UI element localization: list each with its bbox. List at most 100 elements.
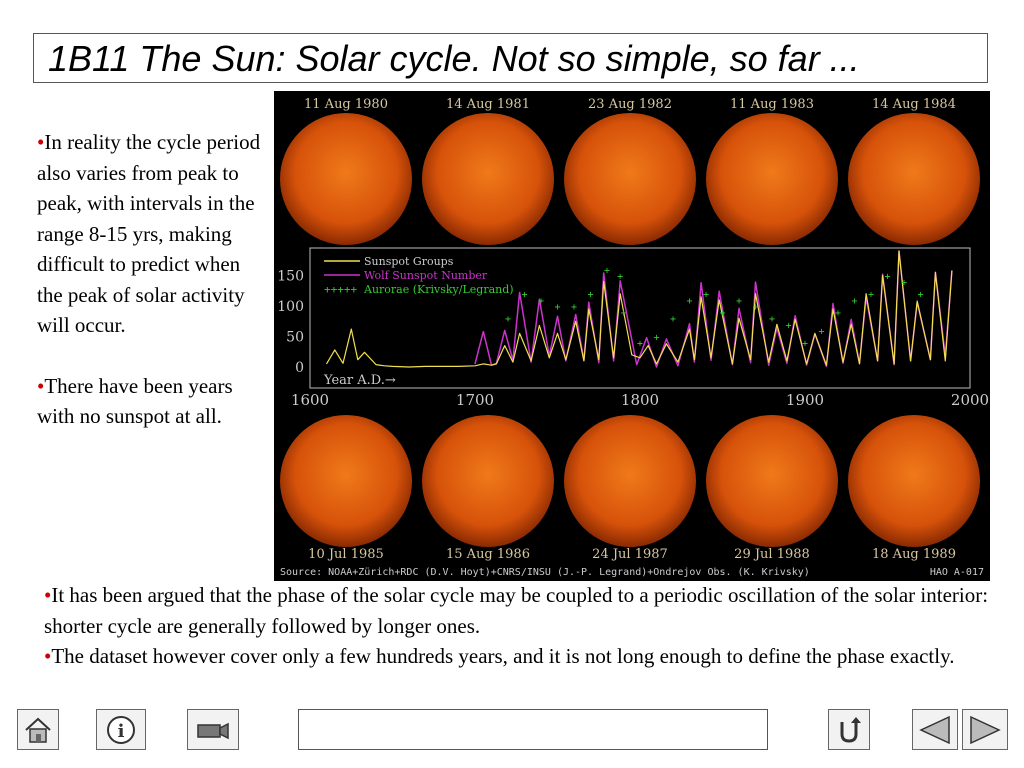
aurorae-point: + bbox=[868, 290, 874, 301]
legend-wolf: Wolf Sunspot Number bbox=[364, 269, 488, 282]
legend-aurorae: Aurorae (Krivsky/Legrand) bbox=[363, 283, 514, 296]
slide-title: 1B11 The Sun: Solar cycle. Not so simple… bbox=[48, 38, 860, 79]
figure-canvas: 11 Aug 1980 14 Aug 1981 23 Aug 1982 11 Aug … bbox=[277, 97, 989, 578]
aurorae-point: + bbox=[917, 290, 923, 301]
solar-disk bbox=[280, 415, 412, 547]
solar-disk bbox=[280, 113, 412, 245]
aurorae-point: + bbox=[521, 290, 527, 301]
triangle-right-icon bbox=[970, 715, 1001, 744]
return-button[interactable] bbox=[828, 709, 870, 750]
aurorae-point: + bbox=[785, 320, 791, 331]
bullet-item: •The dataset however cover only a few hu… bbox=[44, 641, 1004, 672]
aurorae-point: + bbox=[835, 308, 841, 319]
bullet-marker: • bbox=[37, 130, 45, 154]
figure-code: HAO A-017 bbox=[930, 567, 984, 578]
solar-disk-date: 24 Jul 1987 bbox=[592, 547, 668, 562]
solar-disk bbox=[848, 113, 980, 245]
aurorae-point: + bbox=[884, 271, 890, 282]
triangle-left-icon bbox=[919, 715, 950, 744]
y-tick-label: 0 bbox=[295, 360, 304, 376]
bullet-text: The dataset however cover only a few hun… bbox=[51, 644, 955, 668]
bullet-marker: • bbox=[44, 644, 52, 668]
aurorae-point: + bbox=[604, 265, 610, 276]
info-icon: i bbox=[107, 715, 135, 744]
solar-disk-date: 14 Aug 1981 bbox=[446, 97, 530, 112]
aurorae-point: + bbox=[670, 314, 676, 325]
aurorae-point: + bbox=[802, 339, 808, 350]
solar-cycle-figure: 11 Aug 1980 14 Aug 1981 23 Aug 1982 11 Aug … bbox=[274, 91, 990, 581]
x-tick-label: 1600 bbox=[291, 391, 329, 409]
x-tick-label: 1800 bbox=[621, 391, 659, 409]
y-tick-label: 150 bbox=[277, 268, 304, 284]
y-tick-label: 100 bbox=[277, 299, 304, 315]
bullet-marker: • bbox=[44, 583, 52, 607]
bullet-item: •It has been argued that the phase of th… bbox=[44, 580, 1004, 641]
chart-series: ++++ +++++++++++++++++++++++ bbox=[325, 250, 953, 368]
bottom-bullet-list: •It has been argued that the phase of th… bbox=[44, 580, 1004, 672]
solar-disk-date: 29 Jul 1988 bbox=[734, 547, 810, 562]
solar-disk bbox=[848, 415, 980, 547]
aurorae-point: + bbox=[851, 296, 857, 307]
sunspot-groups-line bbox=[325, 250, 953, 368]
aurorae-point: + bbox=[752, 302, 758, 313]
aurorae-point: + bbox=[637, 339, 643, 350]
bullet-item: •In reality the cycle period also varies… bbox=[37, 127, 267, 341]
solar-disk bbox=[422, 113, 554, 245]
aurorae-point: + bbox=[653, 332, 659, 343]
aurorae-point: + bbox=[505, 314, 511, 325]
aurorae-point: + bbox=[554, 302, 560, 313]
bullet-text: In reality the cycle period also varies … bbox=[37, 130, 261, 337]
next-slide-button[interactable] bbox=[962, 709, 1008, 750]
home-button[interactable] bbox=[17, 709, 59, 750]
solar-disk-date: 23 Aug 1982 bbox=[588, 97, 672, 112]
aurorae-point: + bbox=[703, 290, 709, 301]
x-axis-label: Year A.D.→ bbox=[323, 373, 396, 388]
bullet-text: There have been years with no sunspot at… bbox=[37, 373, 233, 429]
left-bullet-list: •In reality the cycle period also varies… bbox=[37, 127, 267, 432]
solar-disk bbox=[706, 113, 838, 245]
solar-disk-date: 18 Aug 1989 bbox=[872, 547, 956, 562]
aurorae-point: + bbox=[901, 278, 907, 289]
solar-disk-date: 11 Aug 1980 bbox=[304, 97, 388, 112]
camera-button[interactable] bbox=[187, 709, 239, 750]
aurorae-point: + bbox=[736, 296, 742, 307]
solar-disk-date: 10 Jul 1985 bbox=[308, 547, 384, 562]
legend-groups: Sunspot Groups bbox=[364, 255, 454, 268]
aurorae-point: + bbox=[769, 314, 775, 325]
solar-disk-date: 14 Aug 1984 bbox=[872, 97, 956, 112]
bullet-marker: • bbox=[37, 373, 45, 398]
x-tick-label: 1700 bbox=[456, 391, 494, 409]
legend-swatch-aurorae: +++++ bbox=[324, 283, 357, 296]
solar-disk-row-top: 11 Aug 1980 14 Aug 1981 23 Aug 1982 11 Aug … bbox=[280, 97, 980, 245]
svg-text:i: i bbox=[118, 721, 125, 742]
solar-disk-row-bottom: 10 Jul 1985 15 Aug 1986 24 Jul 1987 29 Jul … bbox=[280, 415, 980, 562]
return-icon bbox=[840, 716, 861, 743]
slide-navigation-field[interactable] bbox=[298, 709, 768, 750]
chart-frame bbox=[309, 247, 971, 389]
solar-disk bbox=[706, 415, 838, 547]
aurorae-point: + bbox=[538, 296, 544, 307]
camera-icon bbox=[197, 722, 229, 739]
title-box: 1B11 The Sun: Solar cycle. Not so simple… bbox=[33, 33, 988, 83]
previous-slide-button[interactable] bbox=[912, 709, 958, 750]
aurorae-point: + bbox=[620, 308, 626, 319]
solar-disk-date: 15 Aug 1986 bbox=[446, 547, 530, 562]
aurorae-point: + bbox=[617, 271, 623, 282]
aurorae-point: + bbox=[686, 296, 692, 307]
solar-disk bbox=[564, 415, 696, 547]
aurorae-point: + bbox=[818, 326, 824, 337]
bullet-item: •There have been years with no sunspot a… bbox=[37, 371, 267, 432]
x-tick-label: 1900 bbox=[786, 391, 824, 409]
solar-disk-date: 11 Aug 1983 bbox=[730, 97, 814, 112]
figure-source: Source: NOAA+Zürich+RDC (D.V. Hoyt)+CNRS… bbox=[280, 567, 810, 578]
x-tick-label: 2000 bbox=[951, 391, 989, 409]
bullet-text: It has been argued that the phase of the… bbox=[44, 583, 989, 638]
info-button[interactable]: i bbox=[96, 709, 146, 750]
aurorae-point: + bbox=[587, 290, 593, 301]
home-icon bbox=[25, 717, 51, 743]
aurorae-point: + bbox=[719, 308, 725, 319]
solar-disk bbox=[422, 415, 554, 547]
chart-axes: 1600 1700 1800 1900 2000 0 50 100 150 bbox=[277, 268, 989, 409]
solar-disk bbox=[564, 113, 696, 245]
y-tick-label: 50 bbox=[286, 329, 304, 345]
